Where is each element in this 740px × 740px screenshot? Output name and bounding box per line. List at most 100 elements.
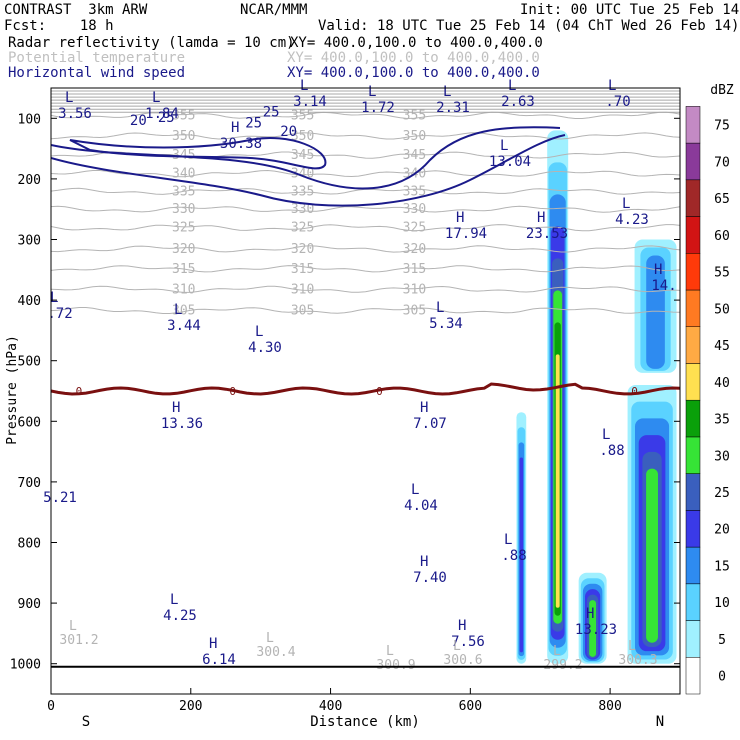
colorbar-label-20: 20 xyxy=(714,523,730,538)
extremum-8-value: 13.04 xyxy=(489,154,531,170)
colorbar-label-45: 45 xyxy=(714,339,730,354)
extremum-17-value: 13.36 xyxy=(161,416,203,432)
theta-extremum-2-marker: L xyxy=(386,644,394,659)
reflectivity-cell-1-band-20 xyxy=(519,457,524,653)
theta-extremum-4-marker: L xyxy=(553,644,561,659)
theta-contour-325 xyxy=(51,224,680,232)
field-wind-name: Horizontal wind speed xyxy=(8,65,186,81)
theta-label-355-2: 355 xyxy=(403,108,426,123)
theta-extremum-4-value: 299.2 xyxy=(543,658,582,673)
theta-label-335-2: 335 xyxy=(403,184,426,199)
colorbar-swatch-75 xyxy=(685,106,701,144)
extremum-25-marker: H xyxy=(458,618,466,634)
wind-contour-25 xyxy=(69,137,327,170)
colorbar-swatch-30 xyxy=(685,436,701,474)
reflectivity-cell-2-band-30 xyxy=(589,600,597,657)
extremum-0-marker: L xyxy=(65,90,73,106)
extremum-16-marker: L xyxy=(436,300,444,316)
extremum-1-value: 1.84 xyxy=(145,106,179,122)
theta-label-330-0: 330 xyxy=(172,202,195,217)
colorbar-label-40: 40 xyxy=(714,376,730,391)
theta-label-325-2: 325 xyxy=(403,221,426,236)
colorbar-swatch-60 xyxy=(685,216,701,254)
extremum-15-value: 4.30 xyxy=(248,340,282,356)
extremum-13-marker: L xyxy=(50,290,58,306)
colorbar-swatch-5 xyxy=(685,620,701,658)
theta-label-345-2: 345 xyxy=(403,148,426,163)
colorbar-label-5: 5 xyxy=(718,633,726,648)
extremum-14-value: 3.44 xyxy=(167,318,201,334)
extremum-27-value: 6.14 xyxy=(202,652,236,668)
extremum-26-value: 13.23 xyxy=(575,622,617,638)
extremum-4-marker: L xyxy=(443,84,451,100)
colorbar-swatch-55 xyxy=(685,253,701,291)
theta-label-335-1: 335 xyxy=(291,184,314,199)
theta-contour-305 xyxy=(51,307,680,314)
x-tick-label-600: 600 xyxy=(459,699,482,714)
theta-label-305-1: 305 xyxy=(291,304,314,319)
theta-label-345-1: 345 xyxy=(291,148,314,163)
freezing-level-label-2: 0 xyxy=(376,385,383,398)
extremum-11-value: 4.23 xyxy=(615,212,649,228)
colorbar-label-65: 65 xyxy=(714,192,730,207)
extremum-2-value: 3.14 xyxy=(293,94,327,110)
reflectivity-cell-3-band-30 xyxy=(646,468,658,643)
extremum-3-marker: L xyxy=(368,84,376,100)
extremum-9-value: 17.94 xyxy=(445,226,487,242)
theta-label-320-2: 320 xyxy=(403,242,426,257)
theta-extremum-0-value: 301.2 xyxy=(59,633,98,648)
theta-label-350-1: 350 xyxy=(291,129,314,144)
colorbar-label-25: 25 xyxy=(714,486,730,501)
init-label: Init: 00 UTC Tue 25 Feb 14 xyxy=(520,2,740,18)
colorbar-label-35: 35 xyxy=(714,413,730,428)
theta-contour-340 xyxy=(51,169,680,178)
extremum-26-marker: H xyxy=(586,606,594,622)
extremum-19-value: .88 xyxy=(599,443,624,459)
theta-contour-310 xyxy=(51,285,680,293)
x-tick-label-800: 800 xyxy=(598,699,621,714)
theta-label-350-2: 350 xyxy=(403,129,426,144)
wind-label-2: 25 xyxy=(158,110,175,126)
theta-label-335-0: 335 xyxy=(172,184,195,199)
wind-label-1: 20 xyxy=(280,124,297,140)
extremum-9-marker: H xyxy=(456,210,464,226)
colorbar-unit: dBZ xyxy=(710,83,734,98)
x-tick-label-200: 200 xyxy=(179,699,202,714)
theta-label-340-0: 340 xyxy=(172,167,195,182)
valid-label: Valid: 18 UTC Tue 25 Feb 14 (04 ChT Wed … xyxy=(318,18,740,34)
y-tick-label-300: 300 xyxy=(18,234,41,249)
extremum-8-marker: L xyxy=(500,138,508,154)
colorbar-label-30: 30 xyxy=(714,449,730,464)
y-axis-label: Pressure (hPa) xyxy=(5,335,20,445)
theta-extremum-3-marker: L xyxy=(453,639,461,654)
theta-label-305-0: 305 xyxy=(172,304,195,319)
colorbar-label-10: 10 xyxy=(714,596,730,611)
freezing-level-label-1: 0 xyxy=(229,385,236,398)
theta-extremum-1-value: 300.4 xyxy=(256,645,295,660)
colorbar-label-15: 15 xyxy=(714,559,730,574)
extremum-15-marker: L xyxy=(255,324,263,340)
y-tick-label-900: 900 xyxy=(18,597,41,612)
wind-label-0: 20 xyxy=(130,113,147,129)
extremum-21-value: 4.04 xyxy=(404,498,438,514)
fcst-label: Fcst: 18 h xyxy=(4,18,114,34)
extremum-10-marker: H xyxy=(537,210,545,226)
theta-label-325-0: 325 xyxy=(172,221,195,236)
model-label: CONTRAST 3km ARW xyxy=(4,2,148,18)
freezing-level-line xyxy=(51,382,680,396)
extremum-5-marker: L xyxy=(508,78,516,94)
colorbar-label-70: 70 xyxy=(714,155,730,170)
extremum-10-value: 23.53 xyxy=(526,226,568,242)
extremum-0-value: 3.56 xyxy=(58,106,92,122)
y-tick-label-600: 600 xyxy=(18,415,41,430)
y-tick-label-500: 500 xyxy=(18,355,41,370)
colorbar-swatch-20 xyxy=(685,510,701,548)
theta-label-330-1: 330 xyxy=(291,202,314,217)
colorbar-swatch-70 xyxy=(685,142,701,181)
colorbar-swatch-40 xyxy=(685,363,701,401)
colorbar-swatch-65 xyxy=(685,179,701,217)
wind-contour-outer-20 xyxy=(51,134,566,207)
extremum-14-marker: L xyxy=(174,302,182,318)
y-tick-label-400: 400 xyxy=(18,294,41,309)
